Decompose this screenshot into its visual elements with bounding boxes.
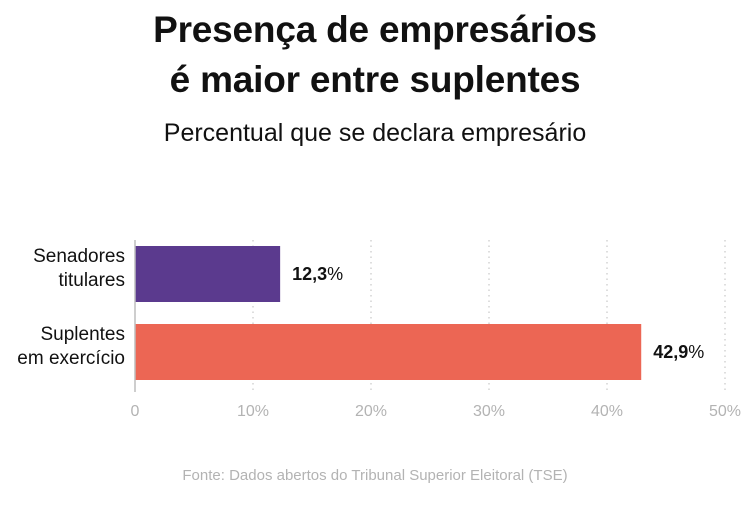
bar-0 (135, 246, 281, 302)
bar-1 (135, 324, 642, 380)
chart-title-line-2: é maior entre suplentes (169, 59, 581, 100)
chart-title-line-1: Presença de empresários (153, 9, 597, 50)
source-note: Fonte: Dados abertos do Tribunal Superio… (182, 467, 568, 484)
tick-label-0: 0 (131, 403, 140, 420)
category-label-1-1: em exercício (17, 348, 125, 369)
category-label-1-0: Suplentes (40, 324, 125, 345)
tick-label-20: 20% (355, 403, 387, 420)
tick-label-40: 40% (591, 403, 623, 420)
data-label-1: 42,9% (653, 342, 704, 362)
tick-label-30: 30% (473, 403, 505, 420)
chart-subtitle: Percentual que se declara empresário (163, 119, 587, 147)
category-label-0-1: titulares (58, 270, 125, 291)
data-label-0: 12,3% (292, 264, 343, 284)
category-label-0-0: Senadores (33, 246, 125, 267)
tick-label-10: 10% (237, 403, 269, 420)
tick-label-50: 50% (709, 403, 741, 420)
